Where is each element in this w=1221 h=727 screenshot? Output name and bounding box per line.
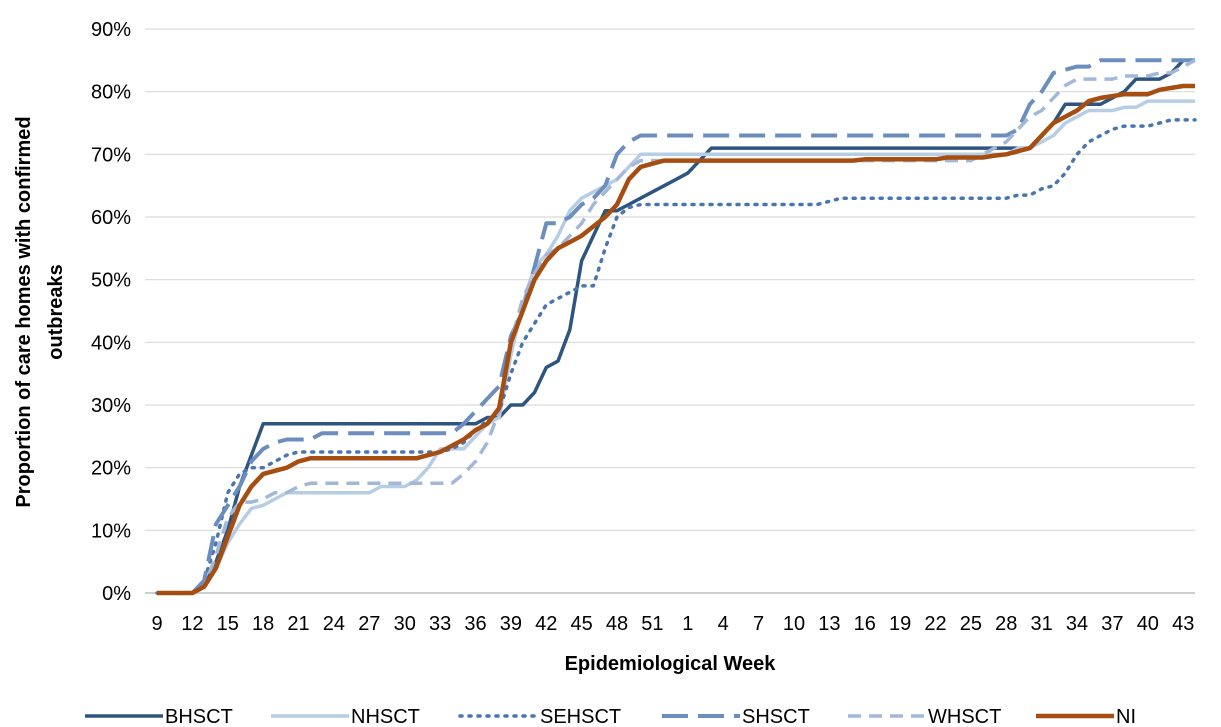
legend-label-whsct: WHSCT — [928, 706, 1001, 727]
x-tick-label: 12 — [181, 613, 203, 635]
y-tick-label: 90% — [91, 19, 131, 41]
legend: BHSCT NHSCT SEHSCT SHSCT WHSCT NI — [85, 706, 1136, 727]
y-tick-label: 50% — [91, 270, 131, 292]
y-axis-title-line-1: Proportion of care homes with confirmed — [13, 116, 35, 507]
legend-label-shsct: SHSCT — [742, 706, 810, 727]
x-tick-label: 40 — [1137, 613, 1159, 635]
x-tick-label: 34 — [1066, 613, 1088, 635]
x-tick-label: 22 — [924, 613, 946, 635]
x-tick-label: 51 — [641, 613, 663, 635]
y-tick-label: 60% — [91, 207, 131, 229]
series-line-shsct — [157, 58, 1195, 595]
x-tick-label: 39 — [500, 613, 522, 635]
x-axis-title: Epidemiological Week — [565, 653, 777, 675]
y-axis-tick-labels: 0% 10% 20% 30% 40% 50% 60% 70% 80% 90% — [91, 19, 131, 605]
x-tick-label: 42 — [535, 613, 557, 635]
legend-label-nhsct: NHSCT — [351, 706, 420, 727]
x-tick-label: 9 — [151, 613, 162, 635]
x-tick-label: 36 — [464, 613, 486, 635]
series-line-ni — [157, 83, 1195, 596]
x-tick-label: 27 — [358, 613, 380, 635]
x-tick-label: 15 — [217, 613, 239, 635]
gridlines — [145, 28, 1195, 531]
x-axis-tick-labels: 9 12 15 18 21 24 27 30 33 36 39 42 45 48 51 1 4 7 10 13 16 19… — [151, 613, 1194, 635]
y-axis-title-line-2: outbreaks — [45, 264, 67, 360]
x-tick-label: 4 — [718, 613, 729, 635]
x-tick-label: 37 — [1101, 613, 1123, 635]
x-tick-label: 21 — [287, 613, 309, 635]
y-tick-label: 80% — [91, 82, 131, 104]
y-tick-label: 40% — [91, 332, 131, 354]
x-tick-label: 45 — [571, 613, 593, 635]
x-tick-label: 33 — [429, 613, 451, 635]
x-tick-label: 1 — [682, 613, 693, 635]
x-tick-label: 25 — [960, 613, 982, 635]
y-tick-label: 70% — [91, 144, 131, 166]
legend-label-bhsct: BHSCT — [165, 706, 233, 727]
x-tick-label: 31 — [1031, 613, 1053, 635]
x-tick-label: 13 — [818, 613, 840, 635]
legend-label-sehsct: SEHSCT — [540, 706, 621, 727]
series-line-sehsct — [155, 118, 1197, 595]
x-tick-label: 30 — [394, 613, 416, 635]
y-tick-label: 30% — [91, 395, 131, 417]
x-tick-label: 7 — [753, 613, 764, 635]
x-tick-label: 43 — [1172, 613, 1194, 635]
series-line-nhsct — [157, 99, 1195, 595]
y-tick-label: 20% — [91, 458, 131, 480]
x-tick-label: 28 — [995, 613, 1017, 635]
legend-label-ni: NI — [1116, 706, 1136, 727]
y-tick-label: 0% — [102, 583, 131, 605]
x-tick-label: 10 — [783, 613, 805, 635]
x-tick-label: 19 — [889, 613, 911, 635]
x-tick-label: 16 — [854, 613, 876, 635]
x-tick-label: 48 — [606, 613, 628, 635]
y-tick-label: 10% — [91, 520, 131, 542]
x-tick-label: 24 — [323, 613, 345, 635]
series-lines — [155, 58, 1197, 596]
x-tick-label: 18 — [252, 613, 274, 635]
